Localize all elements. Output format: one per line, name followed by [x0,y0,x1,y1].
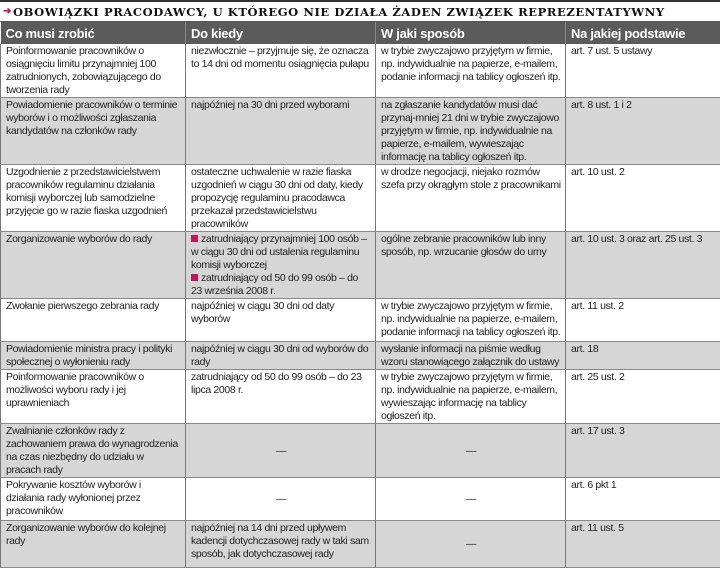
cell-what: Powiadomienie pracowników o terminie wyb… [1,98,186,165]
cell-when: najpóźniej na 30 dni przed wyborami [186,98,376,165]
cell-when: zatrudniający przynajmniej 100 osób – w … [186,232,376,299]
cell-what: Poinformowanie pracowników o osiągnięciu… [1,44,186,98]
cell-basis: art. 17 ust. 3 [566,424,720,478]
cell-how: ogólne zebranie pracowników lub inny spo… [376,232,566,299]
column-header: W jaki sposób [376,22,566,44]
cell-how: w drodze negocjacji, niejako rozmów szef… [376,165,566,232]
arrow-marker-icon: ➜ [3,6,12,17]
cell-what: Pokrywanie kosztów wyborów i działania r… [1,478,186,521]
cell-basis: art. 25 ust. 2 [566,370,720,424]
cell-when: ostateczne uchwalenie w razie fiaska uzg… [186,165,376,232]
cell-basis: art. 6 pkt 1 [566,478,720,521]
cell-when: — [186,424,376,478]
cell-basis: art. 7 ust. 5 ustawy [566,44,720,98]
table-row: Poinformowanie pracowników o możliwości … [1,370,720,424]
bullet-square-icon [191,235,198,242]
table-title: ➜ OBOWIĄZKI PRACODAWCY, U KTÓREGO NIE DZ… [0,0,720,22]
table-row: Pokrywanie kosztów wyborów i działania r… [1,478,720,521]
cell-how: wysłanie informacji na piśmie według wzo… [376,342,566,370]
column-header: Co musi zrobić [1,22,186,44]
table-row: Uzgodnienie z przedstawicielstwem pracow… [1,165,720,232]
cell-when: zatrudniający od 50 do 99 osób – do 23 l… [186,370,376,424]
cell-basis: art. 8 ust. 1 i 2 [566,98,720,165]
cell-basis: art. 10 ust. 3 oraz art. 25 ust. 3 [566,232,720,299]
cell-basis: art. 10 ust. 2 [566,165,720,232]
cell-how: w trybie zwyczajowo przyjętym w firmie, … [376,299,566,342]
column-header: Na jakiej podstawie [566,22,720,44]
cell-how: na zgłaszanie kandydatów musi dać przyna… [376,98,566,165]
cell-when: najpóźniej w ciągu 30 dni od wyborów do … [186,342,376,370]
cell-how: — [376,478,566,521]
cell-when: najpóźniej na 14 dni przed upływem kaden… [186,521,376,568]
cell-how: w trybie zwyczajowo przyjętym w firmie, … [376,44,566,98]
cell-basis: art. 11 ust. 5 [566,521,720,568]
bullet-item: zatrudniający od 50 do 99 osób – do 23 w… [191,272,371,298]
cell-what: Zwołanie pierwszego zebrania rady [1,299,186,342]
table-row: Powiadomienie ministra pracy i polityki … [1,342,720,370]
cell-what: Zorganizowanie wyborów do kolejnej rady [1,521,186,568]
cell-when: najpóźniej w ciągu 30 dni od daty wyboró… [186,299,376,342]
table-row: Zwalnianie członków rady z zachowaniem p… [1,424,720,478]
obligations-table: Co musi zrobić Do kiedy W jaki sposób Na… [0,22,720,568]
cell-what: Powiadomienie ministra pracy i polityki … [1,342,186,370]
cell-what: Zorganizowanie wyborów do rady [1,232,186,299]
cell-how: — [376,424,566,478]
header-row: Co musi zrobić Do kiedy W jaki sposób Na… [1,22,720,44]
cell-how: w trybie zwyczajowo przyjętym w firmie, … [376,370,566,424]
cell-when: — [186,478,376,521]
cell-what: Zwalnianie członków rady z zachowaniem p… [1,424,186,478]
cell-when: niezwłocznie – przyjmuje się, że oznacza… [186,44,376,98]
table-row: Poinformowanie pracowników o osiągnięciu… [1,44,720,98]
column-header: Do kiedy [186,22,376,44]
bullet-square-icon [191,274,198,281]
table-row: Powiadomienie pracowników o terminie wyb… [1,98,720,165]
cell-basis: art. 18 [566,342,720,370]
cell-what: Uzgodnienie z przedstawicielstwem pracow… [1,165,186,232]
cell-basis: art. 11 ust. 2 [566,299,720,342]
cell-how: — [376,521,566,568]
bullet-item: zatrudniający przynajmniej 100 osób – w … [191,233,371,272]
cell-what: Poinformowanie pracowników o możliwości … [1,370,186,424]
